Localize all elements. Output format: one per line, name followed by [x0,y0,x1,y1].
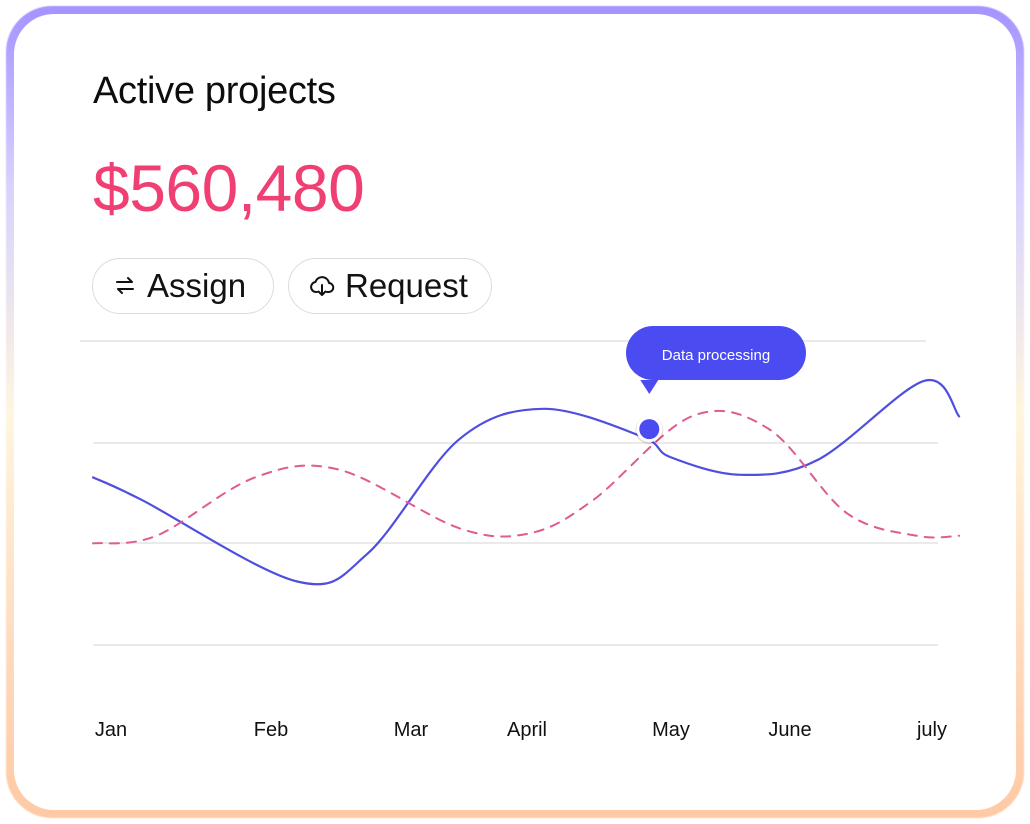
tooltip-bubble [626,326,806,394]
chart-gridlines [80,340,938,646]
x-axis-labels: Jan Feb Mar April May June july [95,719,947,741]
assign-button[interactable]: Assign [92,258,274,314]
assign-button-label: Assign [147,267,247,304]
x-tick-label: April [507,719,547,741]
x-tick-label: Jan [95,719,127,741]
series-line-dashed [92,409,961,545]
request-button-label: Request [345,267,468,304]
data-point-marker[interactable] [639,419,660,440]
series-line-solid [91,378,961,586]
cloud-download-icon [309,274,335,298]
x-tick-label: May [652,719,690,741]
x-tick-label: Mar [394,719,429,741]
tooltip-label: Data processing [662,347,770,364]
x-tick-label: july [916,719,947,741]
chart-annotation: Data processing [626,326,806,445]
x-tick-label: Feb [254,719,288,741]
request-button[interactable]: Request [288,258,492,314]
chart-series [91,378,961,586]
swap-arrows-icon [113,274,137,298]
x-tick-label: June [768,719,811,741]
amount-value: $560,480 [93,151,365,225]
card-title: Active projects [93,70,336,112]
